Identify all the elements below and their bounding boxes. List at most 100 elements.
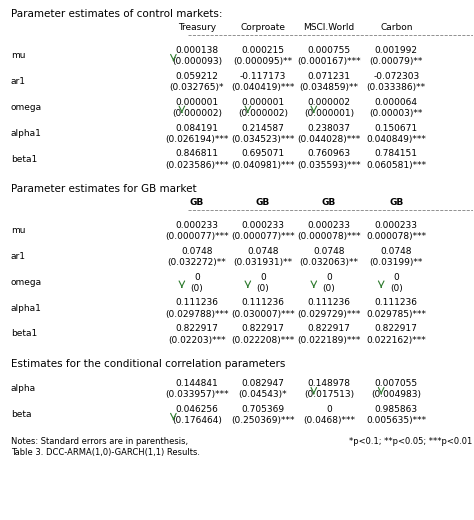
Text: (0.000167)***: (0.000167)*** [297,57,361,67]
Text: Carbon: Carbon [380,23,412,32]
Text: (0.031931)**: (0.031931)** [233,258,292,267]
Text: (0.03199)**: (0.03199)** [370,258,423,267]
Text: -0.072303: -0.072303 [373,72,419,81]
Text: 0.000233: 0.000233 [375,221,418,230]
Text: Parameter estimates for GB market: Parameter estimates for GB market [11,184,196,194]
Text: (0.023586)***: (0.023586)*** [165,161,228,170]
Text: (0): (0) [256,284,269,293]
Text: 0.000078)***: 0.000078)*** [366,232,426,241]
Text: 0.144841: 0.144841 [175,379,219,388]
Text: (0.000002): (0.000002) [238,109,288,118]
Text: (0.000077)***: (0.000077)*** [165,232,229,241]
Text: 0.111236: 0.111236 [375,298,418,307]
Text: alpha1: alpha1 [11,129,42,138]
Text: 0: 0 [260,272,266,281]
Text: mu: mu [11,226,25,235]
Text: (0.017513): (0.017513) [304,391,354,399]
Text: (0.030007)***: (0.030007)*** [231,310,295,319]
Text: (0.032063)**: (0.032063)** [300,258,358,267]
Text: (0.034523)***: (0.034523)*** [231,135,295,144]
Text: (0.033957)***: (0.033957)*** [165,391,229,399]
Text: 0.111236: 0.111236 [241,298,284,307]
Text: 0.148978: 0.148978 [307,379,350,388]
Text: MSCl.World: MSCl.World [303,23,355,32]
Text: 0.0748: 0.0748 [381,246,412,256]
Text: 0.000233: 0.000233 [241,221,284,230]
Text: 0.784151: 0.784151 [375,149,418,159]
Text: (0.176464): (0.176464) [172,417,222,425]
Text: 0.111236: 0.111236 [307,298,350,307]
Text: (0.044028)***: (0.044028)*** [297,135,361,144]
Text: 0.000001: 0.000001 [175,98,219,107]
Text: beta1: beta1 [11,330,37,339]
Text: GB: GB [322,198,336,207]
Text: (0.000077)***: (0.000077)*** [231,232,295,241]
Text: (0.000095)**: (0.000095)** [233,57,292,67]
Text: 0.0748: 0.0748 [181,246,213,256]
Text: 0.022162)***: 0.022162)*** [366,336,426,345]
Text: Table 3. DCC-ARMA(1,0)-GARCH(1,1) Results.: Table 3. DCC-ARMA(1,0)-GARCH(1,1) Result… [11,448,200,458]
Text: (0.000078)***: (0.000078)*** [297,232,361,241]
Text: 0.060581)***: 0.060581)*** [366,161,426,170]
Text: 0.822917: 0.822917 [241,324,284,333]
Text: 0.846811: 0.846811 [175,149,219,159]
Text: 0.214587: 0.214587 [241,124,284,133]
Text: 0.150671: 0.150671 [375,124,418,133]
Text: (0.250369)***: (0.250369)*** [231,417,295,425]
Text: Estimates for the conditional correlation parameters: Estimates for the conditional correlatio… [11,359,285,369]
Text: (0.000002): (0.000002) [172,109,222,118]
Text: Corproate: Corproate [240,23,285,32]
Text: (0.000093): (0.000093) [172,57,222,67]
Text: -0.117173: -0.117173 [240,72,286,81]
Text: 0: 0 [393,272,399,281]
Text: 0.005635)***: 0.005635)*** [366,417,426,425]
Text: Parameter estimates of control markets:: Parameter estimates of control markets: [11,9,222,19]
Text: 0.000215: 0.000215 [241,46,284,55]
Text: (0.026194)***: (0.026194)*** [165,135,228,144]
Text: 0.000233: 0.000233 [307,221,350,230]
Text: (0.040981)***: (0.040981)*** [231,161,295,170]
Text: 0.0748: 0.0748 [313,246,345,256]
Text: GB: GB [256,198,270,207]
Text: 0.822917: 0.822917 [175,324,219,333]
Text: (0.00079)**: (0.00079)** [370,57,423,67]
Text: 0.040849)***: 0.040849)*** [366,135,426,144]
Text: 0.071231: 0.071231 [307,72,350,81]
Text: (0.000001): (0.000001) [304,109,354,118]
Text: alpha: alpha [11,384,36,393]
Text: 0.082947: 0.082947 [241,379,284,388]
Text: 0: 0 [326,272,332,281]
Text: (0.0468)***: (0.0468)*** [303,417,355,425]
Text: (0.022208)***: (0.022208)*** [231,336,294,345]
Text: omega: omega [11,278,42,287]
Text: 0.059212: 0.059212 [175,72,219,81]
Text: (0.00003)**: (0.00003)** [370,109,423,118]
Text: ar1: ar1 [11,77,26,86]
Text: 0.000755: 0.000755 [307,46,350,55]
Text: 0.000064: 0.000064 [375,98,418,107]
Text: ar1: ar1 [11,252,26,261]
Text: 0.007055: 0.007055 [375,379,418,388]
Text: 0.760963: 0.760963 [307,149,350,159]
Text: (0): (0) [390,284,402,293]
Text: (0.04543)*: (0.04543)* [238,391,287,399]
Text: (0.034859)**: (0.034859)** [300,83,358,92]
Text: 0.0748: 0.0748 [247,246,279,256]
Text: *p<0.1; **p<0.05; ***p<0.01: *p<0.1; **p<0.05; ***p<0.01 [349,437,473,446]
Text: (0.033386)**: (0.033386)** [367,83,426,92]
Text: 0.029785)***: 0.029785)*** [366,310,426,319]
Text: 0.000001: 0.000001 [241,98,284,107]
Text: 0: 0 [326,405,332,414]
Text: (0.004983): (0.004983) [371,391,421,399]
Text: 0.822917: 0.822917 [308,324,350,333]
Text: alpha1: alpha1 [11,304,42,313]
Text: (0.032272)**: (0.032272)** [168,258,226,267]
Text: beta1: beta1 [11,154,37,164]
Text: beta: beta [11,410,31,419]
Text: 0.705369: 0.705369 [241,405,284,414]
Text: 0.238037: 0.238037 [307,124,350,133]
Text: (0.040419)***: (0.040419)*** [231,83,295,92]
Text: 0.111236: 0.111236 [175,298,219,307]
Text: (0.032765)*: (0.032765)* [170,83,224,92]
Text: (0): (0) [191,284,203,293]
